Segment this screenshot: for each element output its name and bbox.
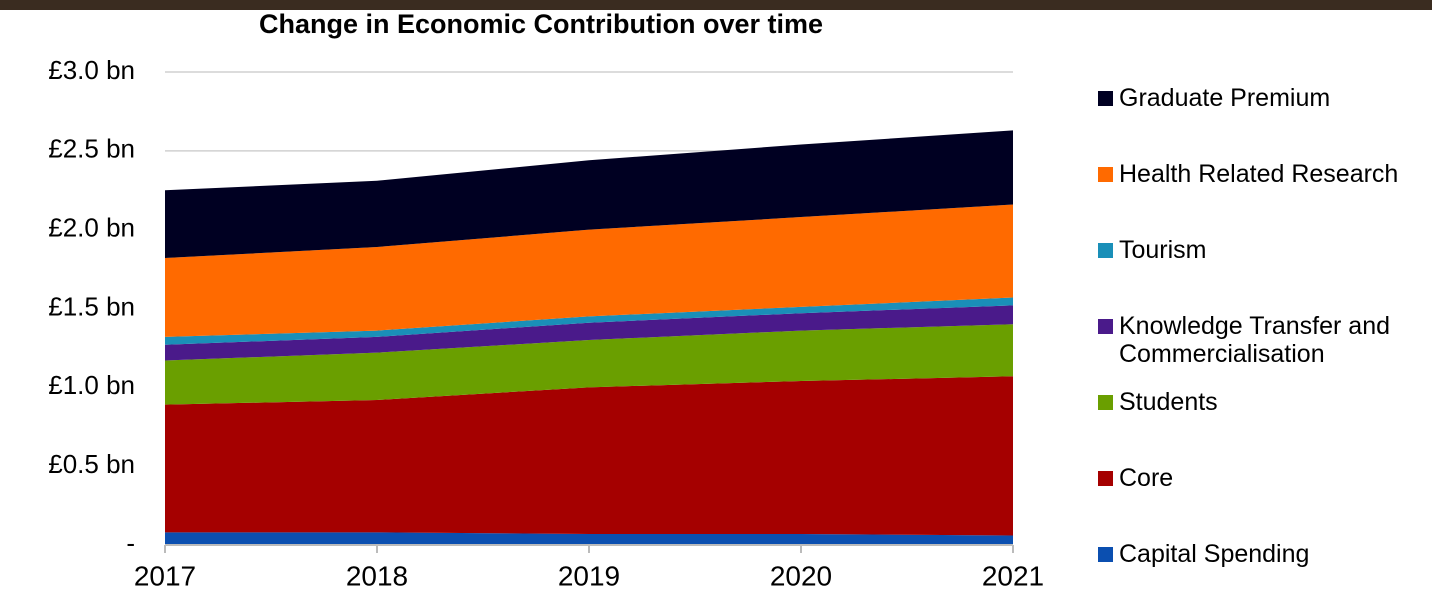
y-tick-label: £2.5 bn [48, 134, 135, 164]
y-tick-label: £3.0 bn [48, 55, 135, 85]
header-strip [0, 0, 1432, 10]
y-tick-label: - [126, 528, 135, 558]
legend-item: Health Related Research [1098, 160, 1398, 188]
y-tick-label: £2.0 bn [48, 213, 135, 243]
legend-label: Students [1119, 388, 1218, 416]
legend-swatch [1098, 91, 1113, 106]
x-tick-label: 2017 [134, 560, 196, 591]
y-tick-label: £0.5 bn [48, 449, 135, 479]
legend-item: Tourism [1098, 236, 1207, 264]
area [165, 305, 1013, 361]
y-tick-label: £1.0 bn [48, 370, 135, 400]
legend-swatch [1098, 167, 1113, 182]
x-tick-label: 2020 [770, 560, 832, 591]
area [165, 376, 1013, 536]
legend-swatch [1098, 243, 1113, 258]
legend-item: Students [1098, 388, 1218, 416]
x-tick-label: 2018 [346, 560, 408, 591]
legend-label: Capital Spending [1119, 540, 1310, 568]
x-tick-label: 2019 [558, 560, 620, 591]
y-tick-label: £1.5 bn [48, 291, 135, 321]
legend-swatch [1098, 471, 1113, 486]
area [165, 324, 1013, 405]
legend-item: Graduate Premium [1098, 84, 1330, 112]
area [165, 532, 1013, 545]
legend-label: Graduate Premium [1119, 84, 1331, 112]
area [165, 204, 1013, 337]
legend-label: Core [1119, 464, 1174, 492]
legend-item: Capital Spending [1098, 540, 1309, 568]
x-tick-label: 2021 [982, 560, 1044, 591]
area [165, 297, 1013, 345]
legend-swatch [1098, 547, 1113, 562]
legend-item: Core [1098, 464, 1173, 492]
legend-swatch [1098, 395, 1113, 410]
legend-item: Knowledge Transfer and Commercialisation [1098, 312, 1432, 368]
legend-label: Tourism [1119, 236, 1207, 264]
legend-label: Knowledge Transfer and Commercialisation [1119, 312, 1391, 368]
legend-label: Health Related Research [1119, 160, 1399, 188]
chart-title: Change in Economic Contribution over tim… [259, 9, 823, 39]
legend-swatch [1098, 319, 1113, 334]
area [165, 130, 1013, 259]
